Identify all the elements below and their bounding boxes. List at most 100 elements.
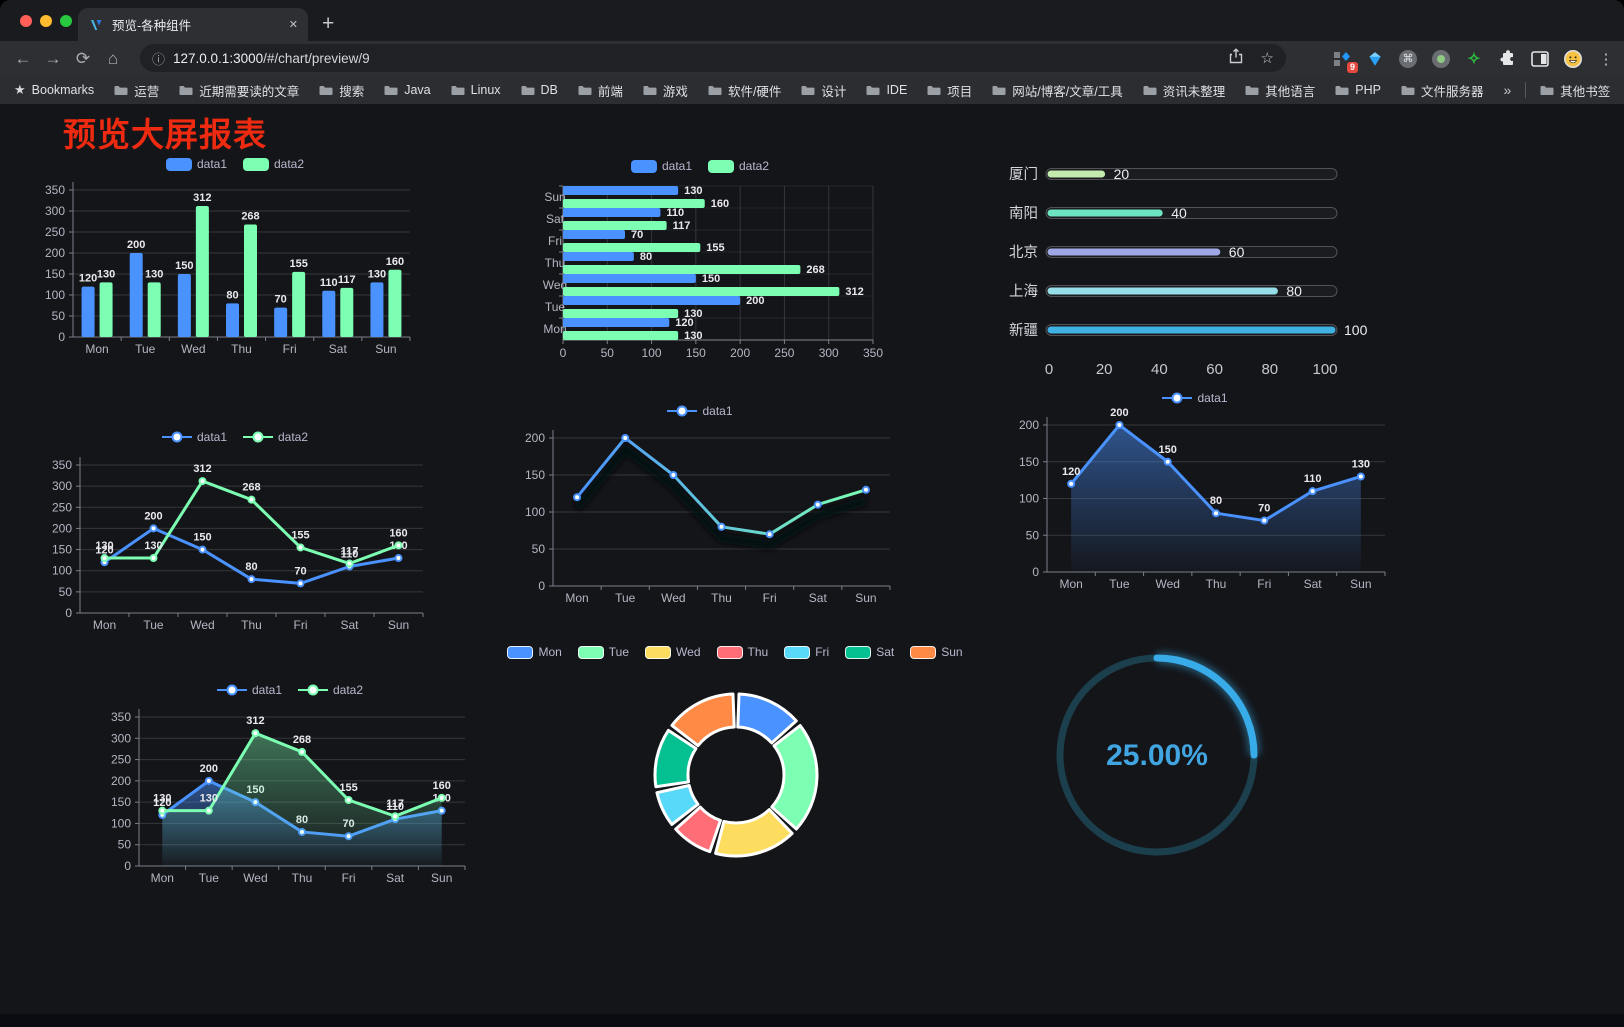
data-point[interactable] [573,493,582,502]
bar[interactable] [292,271,306,337]
data-point[interactable] [198,545,207,554]
bar[interactable] [226,303,239,337]
bookmark-folder[interactable]: Java [384,81,431,100]
bar[interactable] [563,318,670,327]
legend-item[interactable]: data2 [243,430,308,444]
donut-segment[interactable] [714,808,794,858]
legend-item[interactable]: data1 [216,683,282,697]
data-point[interactable] [204,806,213,815]
bookmark-folder[interactable]: 搜索 [319,81,364,100]
data-point[interactable] [149,524,158,533]
legend-item[interactable]: data1 [667,404,733,418]
donut-segment[interactable] [736,692,798,745]
bar[interactable] [563,221,667,230]
legend-item[interactable]: data2 [243,157,304,171]
recorder-extension-icon[interactable] [1431,49,1451,69]
data-point[interactable] [1067,479,1076,488]
bar[interactable] [563,331,679,340]
bookmark-folder[interactable]: 运营 [114,81,159,100]
reload-icon[interactable]: ⟳ [75,48,91,68]
data-point[interactable] [1260,516,1269,525]
progress-fill[interactable] [1047,248,1221,256]
bar[interactable] [563,230,625,239]
progress-fill[interactable] [1047,209,1163,217]
tab-manager-extension-icon[interactable]: 9 [1332,49,1358,73]
bookmark-folder[interactable]: 项目 [927,81,972,100]
bookmark-folder[interactable]: Linux [451,81,501,100]
data-point[interactable] [669,471,678,479]
bar[interactable] [563,309,679,318]
data-point[interactable] [296,579,305,588]
data-point[interactable] [296,543,305,552]
legend-item[interactable]: Mon [507,645,562,659]
data-point[interactable] [1356,472,1365,481]
url-text[interactable]: 127.0.0.1:3000/#/chart/preview/9 [173,51,1211,66]
bookmark-folder[interactable]: 资讯未整理 [1143,81,1225,100]
donut-segment[interactable] [770,724,819,831]
bar[interactable] [370,282,384,337]
data-point[interactable] [437,793,446,802]
site-info-icon[interactable]: ⓘ [152,51,166,67]
data-point[interactable] [394,554,403,563]
bookmark-folder[interactable]: 近期需要读的文章 [179,81,299,100]
minimize-window-button[interactable] [40,15,52,27]
tab-close-icon[interactable]: ✕ [288,19,298,31]
bar[interactable] [322,290,336,337]
browser-tab[interactable]: 预览-各种组件 ✕ [78,8,308,41]
bar[interactable] [244,224,257,337]
bookmark-folder[interactable]: 网站/博客/文章/工具 [992,81,1123,100]
legend-item[interactable]: data1 [165,157,227,171]
data-point[interactable] [247,575,256,584]
legend-item[interactable]: Thu [716,645,768,659]
legend-item[interactable]: data1 [1162,391,1228,405]
bar[interactable] [563,186,679,195]
bar[interactable] [563,252,634,261]
data-point[interactable] [1308,487,1317,496]
bar[interactable] [99,282,113,337]
extensions-puzzle-icon[interactable] [1497,49,1517,69]
legend-item[interactable]: Fri [784,645,829,659]
browser-menu-icon[interactable]: ⋮ [1598,50,1614,68]
data-point[interactable] [298,747,306,756]
command-extension-icon[interactable]: ⌘ [1398,49,1418,69]
zoom-window-button[interactable] [60,15,72,27]
legend-item[interactable]: data2 [708,159,769,173]
data-point[interactable] [621,434,630,442]
bookmark-folder[interactable]: DB [521,81,558,100]
data-point[interactable] [345,559,354,568]
legend-item[interactable]: data1 [161,430,227,444]
bar[interactable] [340,287,354,337]
legend-item[interactable]: data1 [630,159,692,173]
close-window-button[interactable] [20,15,32,27]
bar[interactable] [563,274,696,283]
data-point[interactable] [813,500,822,509]
data-point[interactable] [394,541,403,550]
bar[interactable] [388,269,402,337]
bookmark-folder[interactable]: 文件服务器 [1401,81,1483,100]
donut-segment[interactable] [674,805,722,854]
other-bookmarks-folder[interactable]: 其他书签 [1540,81,1610,100]
bookmarks-overflow-chevron[interactable]: » [1503,82,1512,98]
donut-segment[interactable] [655,783,700,826]
data-point[interactable] [717,522,726,531]
bookmark-folder[interactable]: 前端 [578,81,623,100]
legend-item[interactable]: Tue [577,645,629,659]
bookmark-folder[interactable]: IDE [866,81,907,100]
data-point[interactable] [247,495,256,504]
star-extension-icon[interactable]: ✧ [1467,50,1481,68]
progress-fill[interactable] [1047,170,1106,178]
bar[interactable] [274,307,288,337]
bar[interactable] [563,265,801,274]
data-point[interactable] [158,806,167,815]
data-point[interactable] [344,796,353,805]
data-point[interactable] [1212,509,1220,518]
bar[interactable] [563,296,741,305]
legend-item[interactable]: Wed [645,645,701,659]
gem-extension-icon[interactable] [1365,49,1385,69]
bar[interactable] [129,253,143,337]
data-point[interactable] [251,729,260,738]
data-point[interactable] [204,776,213,785]
data-point[interactable] [1115,421,1124,429]
share-icon[interactable] [1229,48,1243,68]
legend-item[interactable]: Sun [910,645,963,659]
